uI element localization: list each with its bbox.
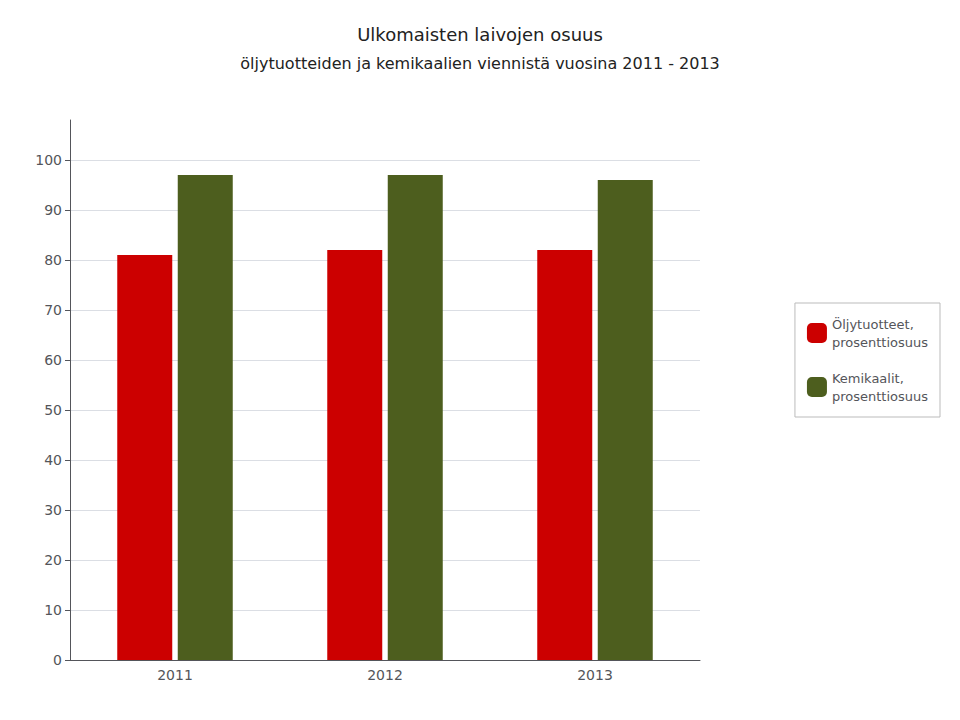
- svg-text:prosenttiosuus: prosenttiosuus: [832, 389, 928, 404]
- svg-text:50: 50: [44, 402, 62, 418]
- svg-text:2013: 2013: [577, 667, 613, 683]
- svg-text:prosenttiosuus: prosenttiosuus: [832, 335, 928, 350]
- svg-text:60: 60: [44, 352, 62, 368]
- svg-text:Öljytuotteet,: Öljytuotteet,: [832, 316, 914, 332]
- svg-text:öljytuotteiden ja kemikaalien: öljytuotteiden ja kemikaalien viennistä …: [240, 54, 719, 73]
- svg-text:80: 80: [44, 252, 62, 268]
- svg-text:100: 100: [35, 152, 62, 168]
- svg-text:40: 40: [44, 452, 62, 468]
- svg-text:2011: 2011: [157, 667, 193, 683]
- svg-text:0: 0: [53, 652, 62, 668]
- svg-text:90: 90: [44, 202, 62, 218]
- svg-text:10: 10: [44, 602, 62, 618]
- svg-text:Kemikaalit,: Kemikaalit,: [832, 371, 904, 386]
- svg-text:2012: 2012: [367, 667, 403, 683]
- svg-text:30: 30: [44, 502, 62, 518]
- svg-text:70: 70: [44, 302, 62, 318]
- svg-text:Ulkomaisten laivojen osuus: Ulkomaisten laivojen osuus: [357, 24, 603, 45]
- svg-text:20: 20: [44, 552, 62, 568]
